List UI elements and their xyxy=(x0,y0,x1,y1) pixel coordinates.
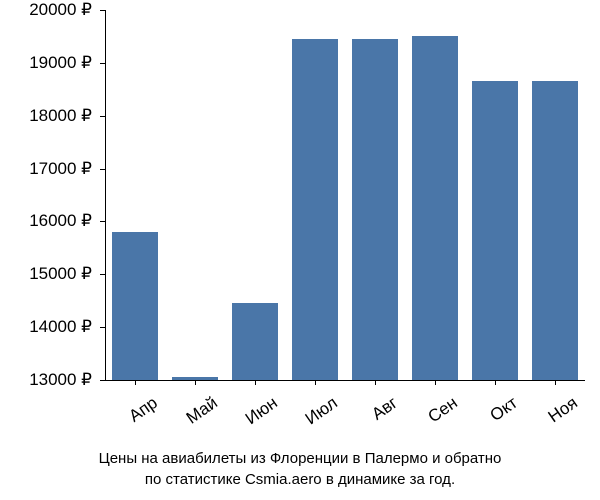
x-tick-mark xyxy=(195,380,196,385)
x-tick-mark xyxy=(255,380,256,385)
y-tick-mark xyxy=(100,327,105,328)
x-axis-line xyxy=(105,380,585,381)
y-tick-label: 19000 ₽ xyxy=(29,53,92,73)
bar xyxy=(292,39,338,380)
x-tick-mark xyxy=(435,380,436,385)
x-tick-mark xyxy=(315,380,316,385)
bar xyxy=(112,232,158,380)
x-tick-mark xyxy=(555,380,556,385)
bars-group xyxy=(105,10,585,380)
chart-caption: Цены на авиабилеты из Флоренции в Палерм… xyxy=(0,448,600,490)
y-tick-label: 14000 ₽ xyxy=(29,317,92,337)
y-tick-mark xyxy=(100,274,105,275)
y-tick-mark xyxy=(100,63,105,64)
y-tick-mark xyxy=(100,221,105,222)
caption-line-1: Цены на авиабилеты из Флоренции в Палерм… xyxy=(99,450,502,467)
bar xyxy=(472,81,518,380)
bar xyxy=(532,81,578,380)
y-tick-label: 13000 ₽ xyxy=(29,370,92,390)
y-tick-label: 16000 ₽ xyxy=(29,211,92,231)
x-tick-mark xyxy=(135,380,136,385)
y-tick-label: 18000 ₽ xyxy=(29,106,92,126)
y-tick-label: 15000 ₽ xyxy=(29,264,92,284)
x-axis-labels: АпрМайИюнИюлАвгСенОктНоя xyxy=(105,385,585,445)
y-axis: 13000 ₽14000 ₽15000 ₽16000 ₽17000 ₽18000… xyxy=(0,10,100,380)
y-tick-mark xyxy=(100,10,105,11)
y-tick-mark xyxy=(100,116,105,117)
x-tick-mark xyxy=(495,380,496,385)
bar xyxy=(412,36,458,380)
price-chart: 13000 ₽ 14000 ₽ 15000 ₽ 16000 ₽ 17000 ₽ 18000… xyxy=(0,0,600,500)
plot-area xyxy=(105,10,585,380)
y-tick-mark xyxy=(100,169,105,170)
bar xyxy=(352,39,398,380)
x-tick-mark xyxy=(375,380,376,385)
bar xyxy=(232,303,278,380)
caption-line-2: по статистике Csmia.aero в динамике за г… xyxy=(145,471,455,488)
y-tick-label: 17000 ₽ xyxy=(29,159,92,179)
y-tick-mark xyxy=(100,380,105,381)
y-tick-label: 20000 ₽ xyxy=(29,0,92,20)
